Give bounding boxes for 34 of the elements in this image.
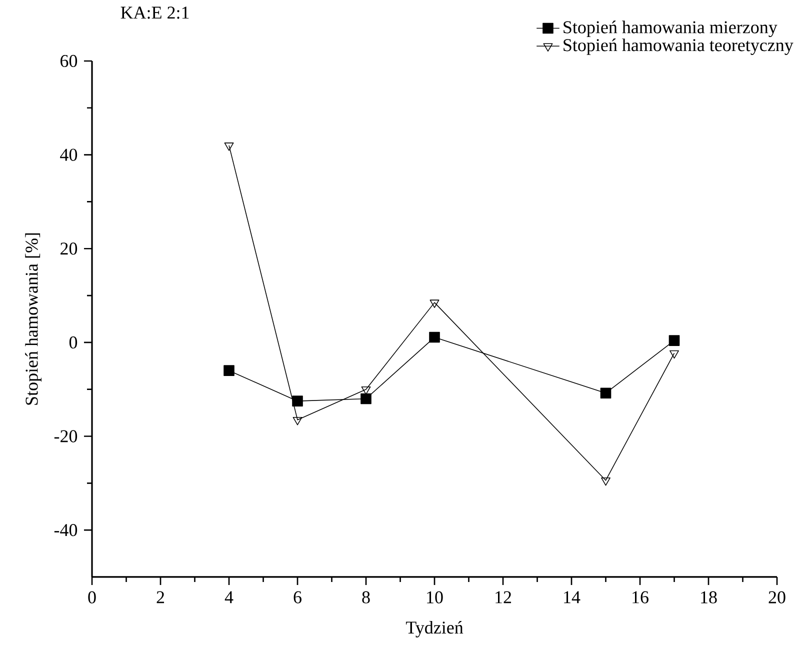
point	[224, 142, 234, 151]
legend-label: Stopień hamowania mierzony	[564, 20, 778, 38]
x-tick-label: 14	[564, 591, 580, 604]
x-tick-label: 12	[496, 591, 512, 604]
point	[361, 386, 371, 395]
x-tick-label: 16	[632, 591, 648, 604]
point	[292, 396, 303, 406]
y-tick-label: 40	[60, 148, 78, 161]
point	[601, 477, 610, 486]
legend-label: Stopień hamowania teoretyczny	[564, 38, 794, 55]
x-tick-label: 20	[768, 591, 786, 604]
y-tick-label: -40	[54, 524, 78, 536]
point	[670, 350, 679, 359]
point	[430, 300, 440, 308]
x-tick-label: 18	[701, 591, 717, 604]
x-tick-label: 2	[156, 591, 164, 604]
y-tick-label: 60	[60, 54, 78, 68]
point	[224, 365, 234, 376]
y-tick-label: -20	[54, 430, 78, 442]
y-tick-label: 0	[69, 336, 78, 349]
y-tick-label: 20	[60, 242, 78, 255]
x-tick-label: 0	[88, 591, 96, 604]
x-tick-label: 8	[362, 591, 370, 604]
x-tick-label: 10	[427, 591, 443, 604]
x-tick-label: 4	[224, 591, 234, 604]
x-axis-title: Tydzień	[406, 620, 464, 638]
point	[668, 335, 680, 346]
point	[292, 416, 302, 426]
point	[360, 393, 372, 404]
y-axis-title: Stopień hamowania [%]	[25, 233, 42, 405]
chart-title: KA:E 2:1	[120, 6, 189, 19]
point	[429, 332, 440, 343]
x-tick-label: 6	[294, 591, 302, 604]
point	[600, 388, 612, 398]
